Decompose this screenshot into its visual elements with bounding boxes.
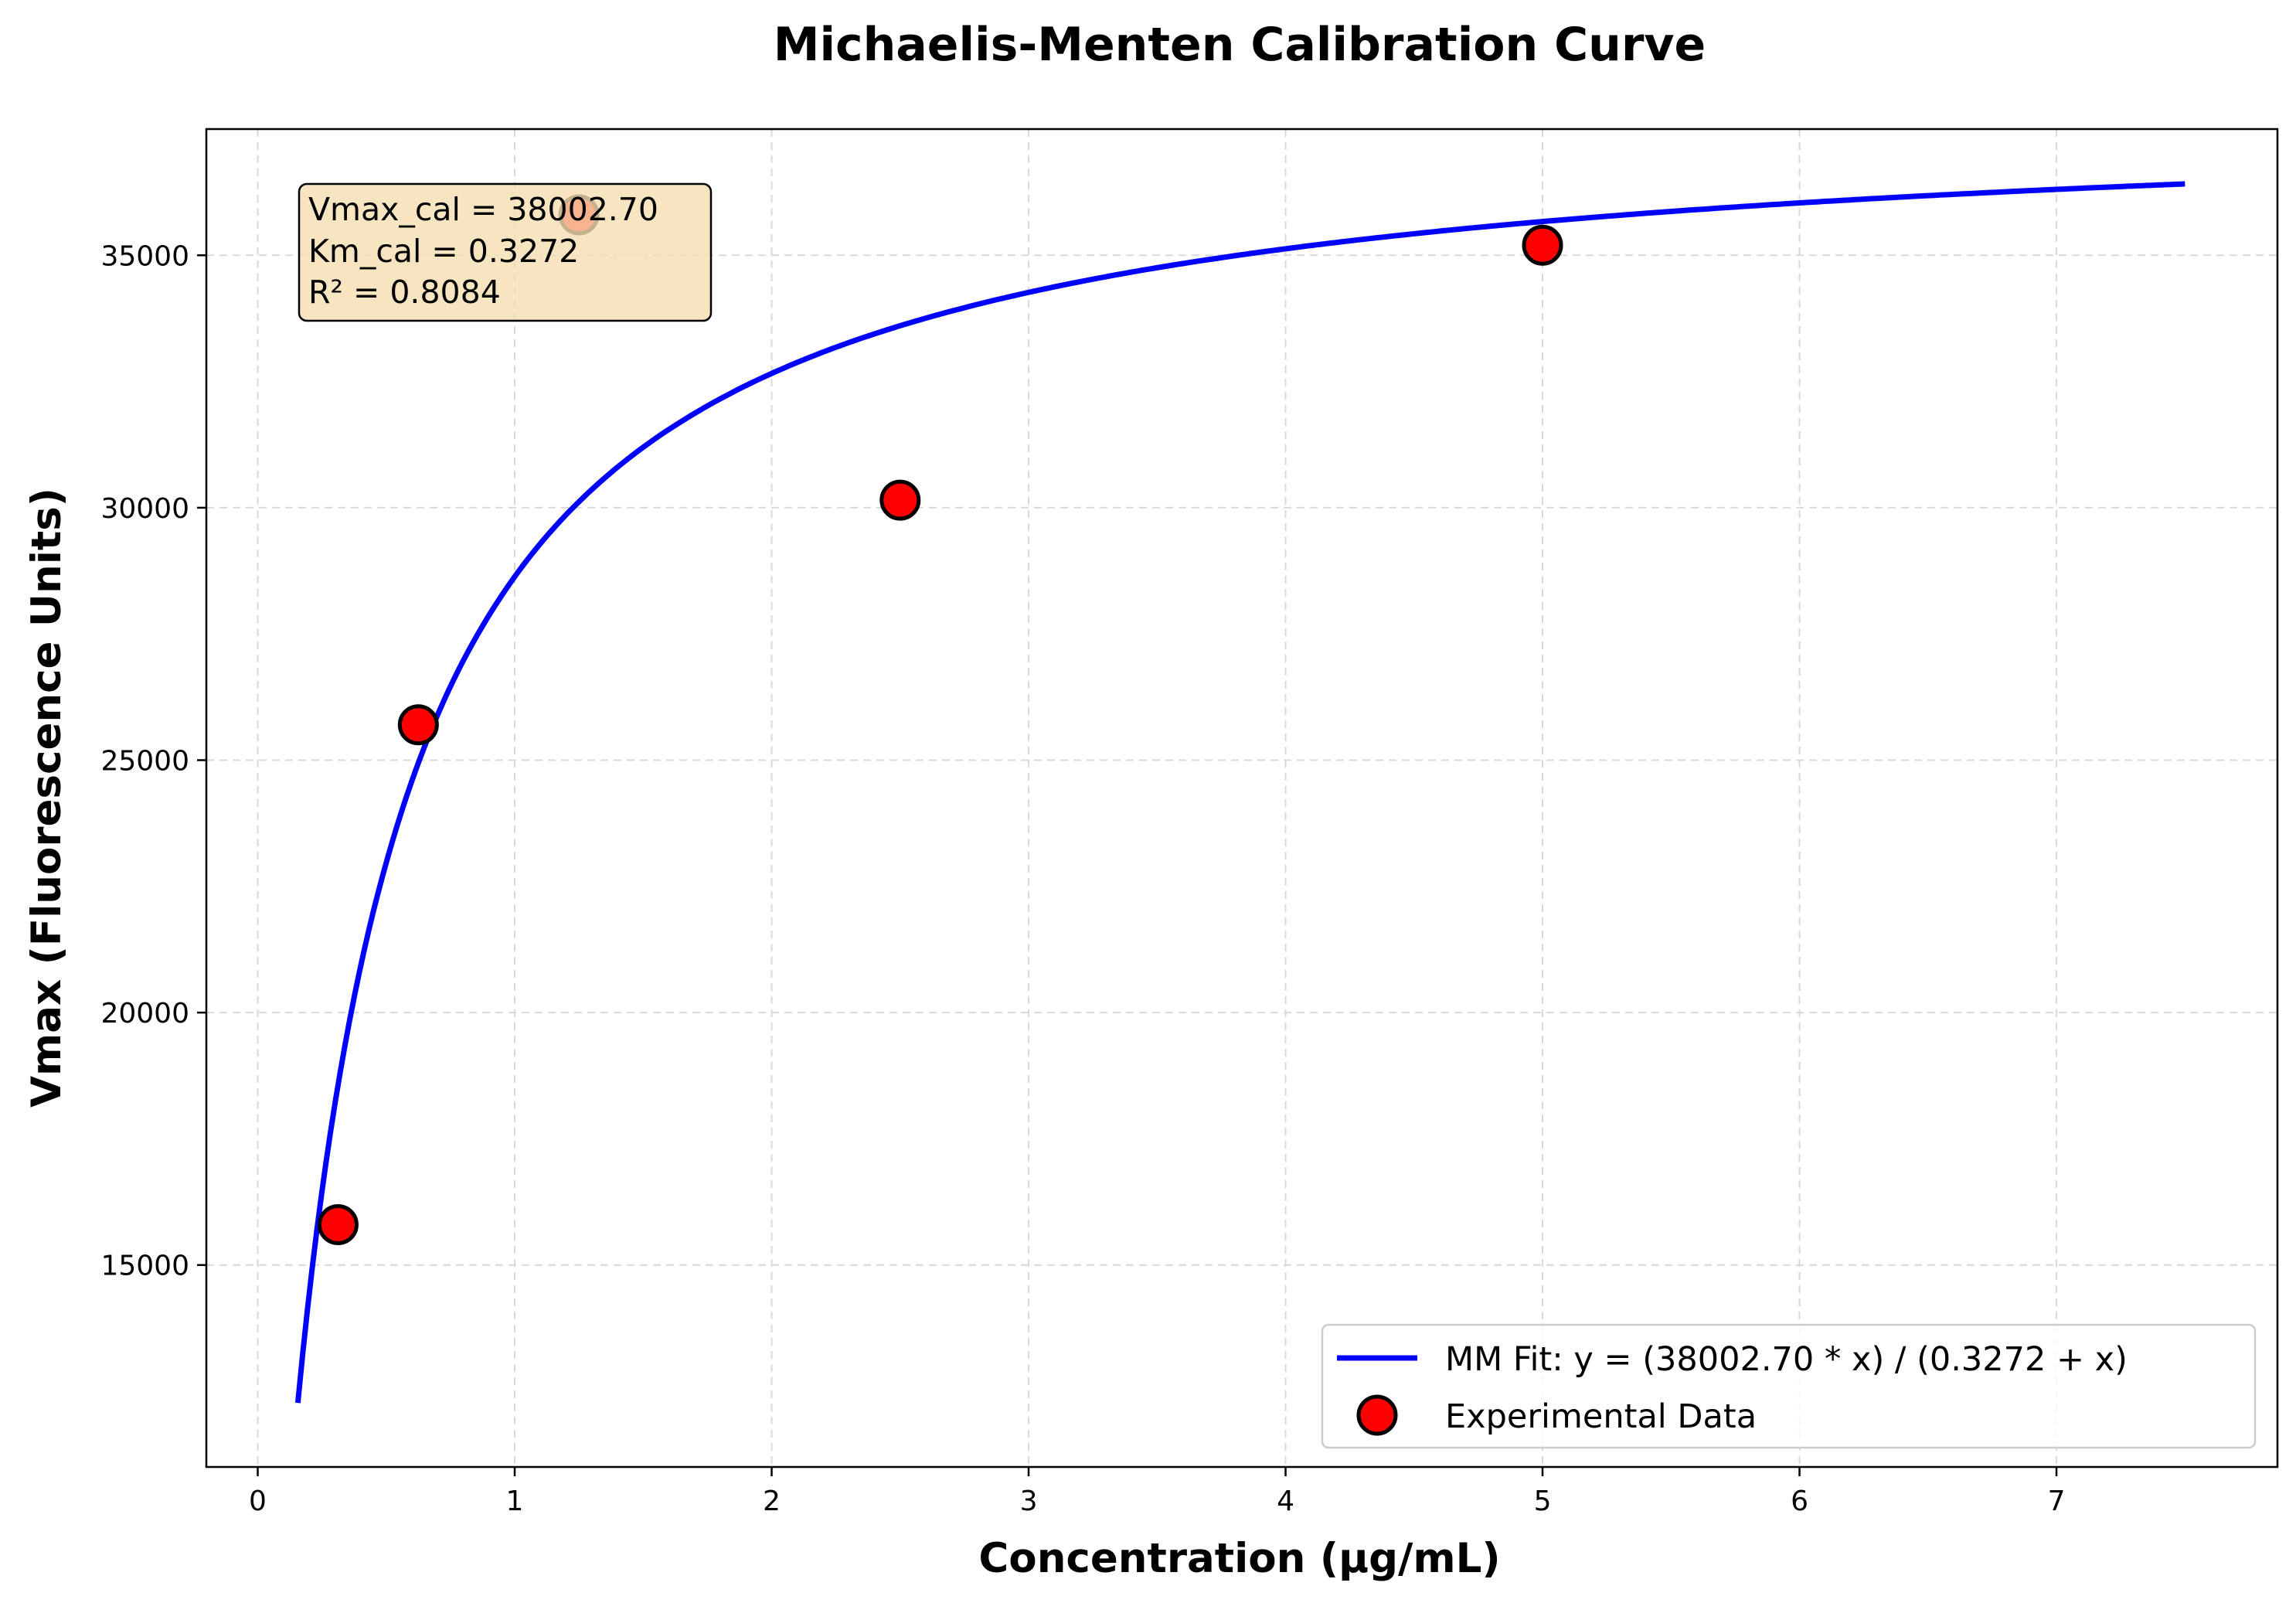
legend: MM Fit: y = (38002.70 * x) / (0.3272 + x… bbox=[1321, 1323, 2257, 1449]
legend-data-label: Experimental Data bbox=[1445, 1397, 1757, 1436]
data-point bbox=[397, 704, 439, 746]
x-tick-label: 4 bbox=[1277, 1486, 1294, 1517]
y-axis-label: Vmax (Fluorescence Units) bbox=[23, 488, 70, 1108]
fit-curve bbox=[294, 181, 2185, 1404]
stats-line-vmax: Vmax_cal = 38002.70 bbox=[308, 191, 658, 228]
data-point bbox=[879, 479, 921, 521]
legend-data-swatch bbox=[1356, 1394, 1398, 1436]
x-tick-label: 7 bbox=[2048, 1486, 2066, 1517]
data-point bbox=[317, 1203, 359, 1245]
x-tick-label: 2 bbox=[763, 1486, 781, 1517]
stats-box-background bbox=[298, 182, 713, 322]
stats-line-r2: R² = 0.8084 bbox=[308, 274, 501, 311]
x-tick-label: 5 bbox=[1534, 1486, 1552, 1517]
y-tick-label: 15000 bbox=[100, 1251, 189, 1282]
plot-frame bbox=[205, 128, 2279, 1469]
x-ticks: 0 1 2 3 4 5 6 7 bbox=[249, 1467, 2065, 1517]
legend-fit-label: MM Fit: y = (38002.70 * x) / (0.3272 + x… bbox=[1445, 1340, 2128, 1379]
x-tick-label: 3 bbox=[1020, 1486, 1038, 1517]
y-ticks: 15000 20000 25000 30000 35000 bbox=[100, 240, 206, 1282]
y-tick-label: 30000 bbox=[100, 493, 189, 525]
x-tick-label: 6 bbox=[1791, 1486, 1808, 1517]
chart-title: Michaelis-Menten Calibration Curve bbox=[774, 18, 1706, 72]
x-axis-label: Concentration (µg/mL) bbox=[978, 1535, 1500, 1582]
y-tick-label: 25000 bbox=[100, 746, 189, 778]
y-tick-label: 35000 bbox=[100, 240, 189, 272]
stats-box: Vmax_cal = 38002.70 Km_cal = 0.3272 R² =… bbox=[298, 182, 713, 322]
y-tick-label: 20000 bbox=[100, 998, 189, 1030]
legend-frame bbox=[1321, 1323, 2257, 1449]
data-point bbox=[1522, 224, 1563, 266]
fit-layer bbox=[294, 181, 2185, 1404]
x-tick-label: 0 bbox=[249, 1486, 267, 1517]
x-tick-label: 1 bbox=[506, 1486, 524, 1517]
stats-line-km: Km_cal = 0.3272 bbox=[308, 233, 579, 270]
